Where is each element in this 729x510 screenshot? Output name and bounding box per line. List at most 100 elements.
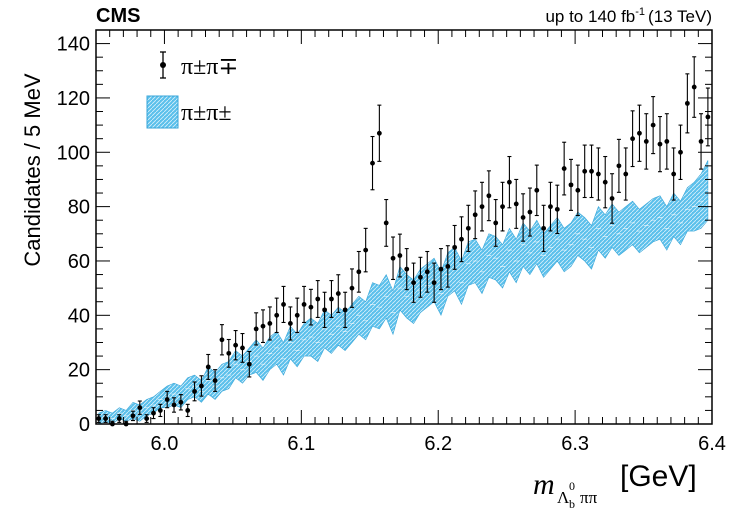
data-point <box>356 250 362 293</box>
data-point <box>116 414 122 423</box>
y-tick-label: 60 <box>68 251 90 273</box>
x-tick-label: 6.2 <box>424 433 452 455</box>
points-layer <box>96 56 711 427</box>
data-point <box>486 170 492 222</box>
data-point <box>103 414 108 423</box>
y-tick-label: 0 <box>79 414 90 436</box>
data-point <box>595 147 601 201</box>
x-tick-label: 6.0 <box>151 433 179 455</box>
data-point <box>157 403 163 418</box>
x-axis-label: m Λ 0 b ππ [GeV] <box>533 460 697 510</box>
data-point <box>171 397 177 413</box>
data-point <box>548 181 553 232</box>
data-point <box>479 181 485 232</box>
x-tick-label: 6.4 <box>698 433 726 455</box>
data-point <box>390 236 396 281</box>
lumi-label: up to 140 fb-1 (13 TeV) <box>545 6 712 26</box>
data-point <box>589 144 594 199</box>
data-point <box>192 381 197 402</box>
data-point <box>500 181 505 232</box>
data-point <box>438 248 444 291</box>
y-ticks: 0 20 40 60 80 100 120 140 <box>57 29 712 436</box>
y-axis-label: Candidates / 5 MeV <box>20 73 45 267</box>
y-tick-label: 100 <box>57 142 90 164</box>
data-point <box>459 216 464 263</box>
data-point <box>472 190 478 240</box>
data-point <box>267 306 273 341</box>
x-axis-sub-zero: 0 <box>569 479 575 493</box>
data-point <box>219 324 225 356</box>
data-point <box>294 297 300 334</box>
x-axis-symbol: m <box>533 468 555 501</box>
data-point <box>130 410 136 422</box>
plot-frame <box>95 29 713 425</box>
data-point <box>376 104 382 162</box>
data-point <box>637 104 642 162</box>
data-point <box>418 256 423 298</box>
data-point <box>281 285 286 324</box>
data-point <box>452 224 458 270</box>
data-point <box>260 309 266 344</box>
data-point <box>308 288 314 326</box>
data-point <box>240 332 245 363</box>
data-point <box>397 233 403 278</box>
lumi-exponent: -1 <box>635 6 645 18</box>
data-point <box>96 414 102 423</box>
data-point <box>370 135 375 191</box>
data-point <box>253 312 259 346</box>
data-point <box>445 245 451 288</box>
data-point <box>575 164 581 217</box>
data-point <box>411 262 416 303</box>
data-point <box>705 87 711 147</box>
x-tick-label: 6.3 <box>561 433 589 455</box>
data-point <box>274 297 280 334</box>
data-point <box>349 268 355 308</box>
data-point <box>199 375 204 397</box>
lumi-text: up to 140 fb <box>545 7 635 26</box>
data-point <box>383 198 389 247</box>
y-tick-label: 20 <box>68 360 90 382</box>
x-axis-sub-b: b <box>569 497 575 510</box>
data-point <box>561 141 567 196</box>
data-point <box>527 187 533 237</box>
data-point <box>513 178 519 229</box>
data-point <box>602 155 608 209</box>
data-point <box>287 306 293 341</box>
same-sign-band <box>98 160 709 425</box>
data-point <box>246 350 252 378</box>
data-point <box>315 280 321 318</box>
data-point <box>582 144 588 199</box>
data-point <box>554 184 560 235</box>
legend-label-opposite-sign: π±π∓ <box>181 54 239 80</box>
legend-band-swatch <box>146 95 179 129</box>
band-layer <box>96 160 711 425</box>
data-point <box>164 390 170 409</box>
energy-text: (13 TeV) <box>648 7 712 26</box>
data-point <box>178 394 184 411</box>
x-ticks: 6.0 6.1 6.2 6.3 6.4 <box>95 30 726 455</box>
data-point <box>363 227 369 273</box>
x-tick-label: 6.1 <box>287 433 315 455</box>
data-point <box>144 414 150 423</box>
data-point <box>616 138 622 193</box>
data-point <box>684 73 690 134</box>
data-point <box>678 124 683 180</box>
x-axis-sub-base: Λ <box>557 488 570 507</box>
data-point <box>151 407 156 420</box>
data-point <box>671 147 677 201</box>
data-point <box>431 262 437 303</box>
data-point <box>630 110 636 168</box>
x-axis-unit: [GeV] <box>620 460 697 493</box>
data-point <box>623 147 629 201</box>
y-tick-label: 120 <box>57 88 90 110</box>
data-point <box>301 285 307 324</box>
data-point <box>185 403 191 418</box>
legend-label-same-sign: π±π± <box>181 100 232 126</box>
data-point <box>541 204 547 252</box>
x-axis-sub-tail: ππ <box>580 488 598 507</box>
data-point <box>329 280 334 318</box>
data-point <box>698 113 704 170</box>
data-point <box>520 193 526 242</box>
y-tick-label: 40 <box>68 305 90 327</box>
